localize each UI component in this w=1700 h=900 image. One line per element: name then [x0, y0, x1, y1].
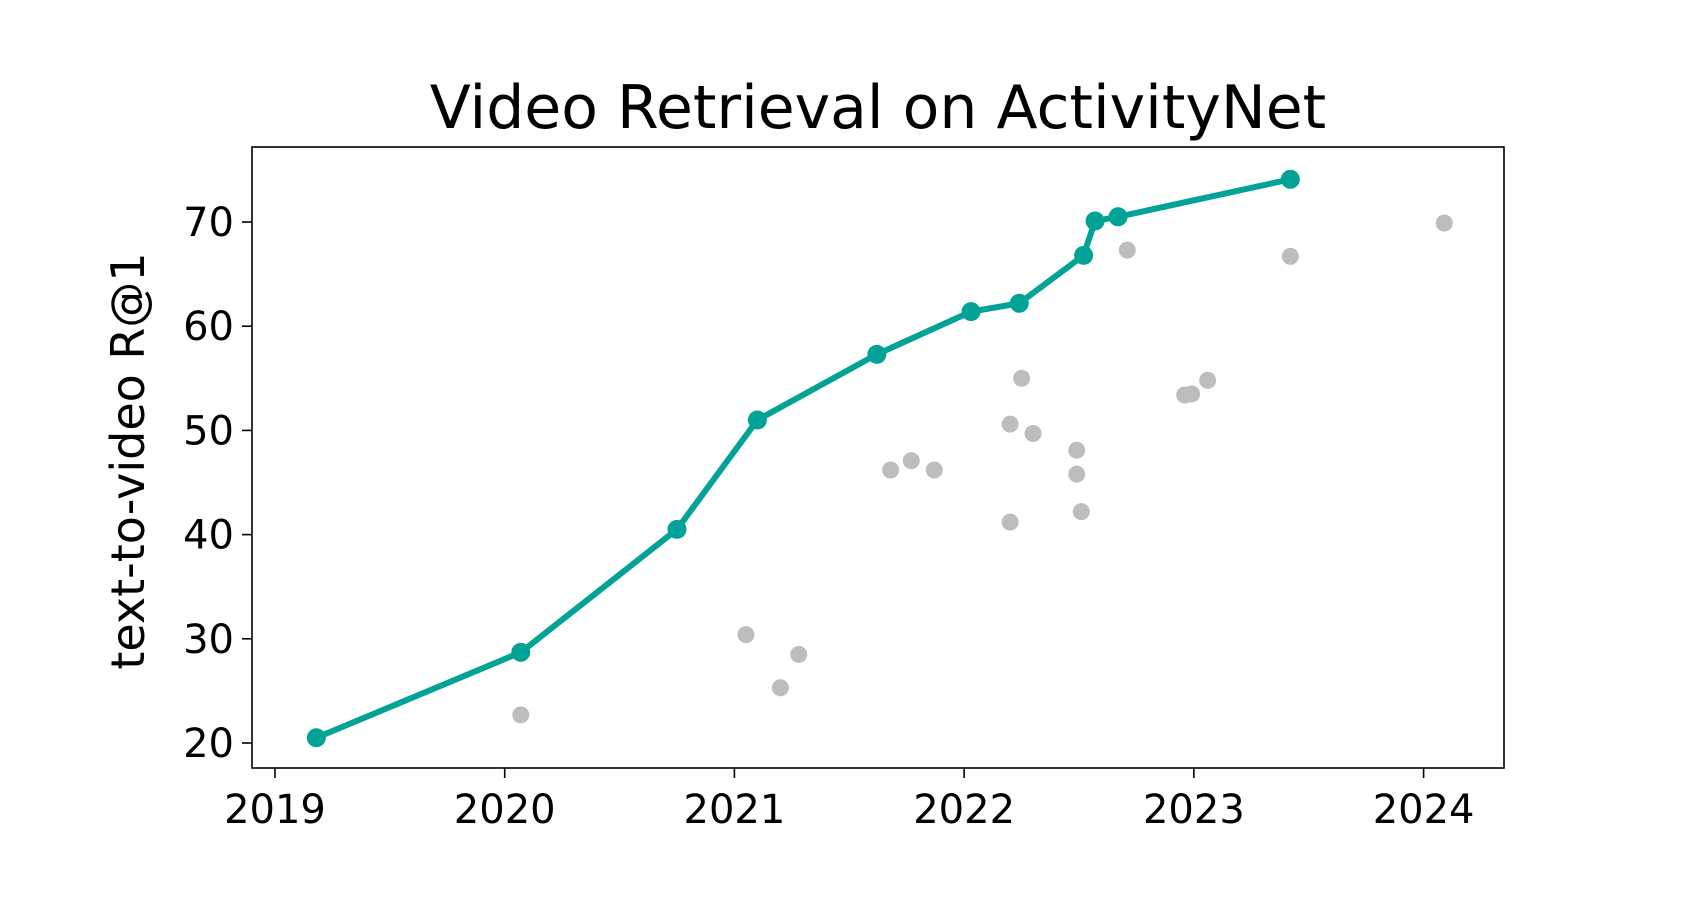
plot-frame [251, 146, 1505, 769]
y-tick-label-2: 40 [183, 513, 234, 559]
gray-point-16 [1183, 385, 1201, 403]
gray-point-6 [925, 461, 943, 479]
gray-point-3 [790, 645, 808, 663]
x-tick-label-4: 2023 [1143, 787, 1245, 833]
gray-point-7 [1001, 513, 1019, 531]
x-tick-label-3: 2022 [913, 787, 1015, 833]
gray-point-5 [902, 452, 920, 470]
x-tick-label-5: 2024 [1373, 787, 1475, 833]
gray-point-14 [1118, 241, 1136, 259]
x-tick-label-2: 2021 [684, 787, 786, 833]
teal-point-4 [867, 344, 887, 364]
y-tick-label-5: 70 [183, 200, 234, 246]
y-tick-label-0: 20 [183, 721, 234, 767]
gray-point-1 [737, 626, 755, 644]
gray-point-4 [882, 461, 900, 479]
gray-point-18 [1281, 247, 1299, 265]
gray-point-0 [512, 706, 530, 724]
teal-point-0 [306, 728, 326, 748]
x-tick-label-1: 2020 [454, 787, 556, 833]
gray-point-8 [1001, 415, 1019, 433]
y-tick-label-4: 60 [183, 304, 234, 350]
gray-point-2 [771, 679, 789, 697]
gray-point-19 [1435, 214, 1453, 232]
teal-point-9 [1108, 207, 1128, 227]
gray-point-10 [1024, 425, 1042, 443]
teal-point-6 [1009, 293, 1029, 313]
gray-point-17 [1199, 371, 1217, 389]
teal-point-2 [667, 519, 687, 539]
teal-point-1 [511, 642, 531, 662]
y-tick-label-3: 50 [183, 408, 234, 454]
gray-point-12 [1068, 465, 1086, 483]
teal-point-7 [1074, 245, 1094, 265]
teal-point-10 [1280, 169, 1300, 189]
y-axis-label: text-to-video R@1 [101, 252, 155, 669]
teal-point-8 [1085, 211, 1105, 231]
x-tick-label-0: 2019 [224, 787, 326, 833]
y-tick-label-1: 30 [183, 617, 234, 663]
axis-ticks: 2019 2020 2021 2022 2023 2024 20 30 40 50 60 70 [183, 200, 1474, 833]
gray-point-9 [1013, 369, 1031, 387]
chart-title: Video Retrieval on ActivityNet [430, 73, 1326, 143]
gray-point-13 [1072, 503, 1090, 521]
teal-point-5 [961, 302, 981, 322]
teal-point-3 [747, 410, 767, 430]
plot-area [306, 169, 1453, 748]
gray-point-11 [1068, 441, 1086, 459]
